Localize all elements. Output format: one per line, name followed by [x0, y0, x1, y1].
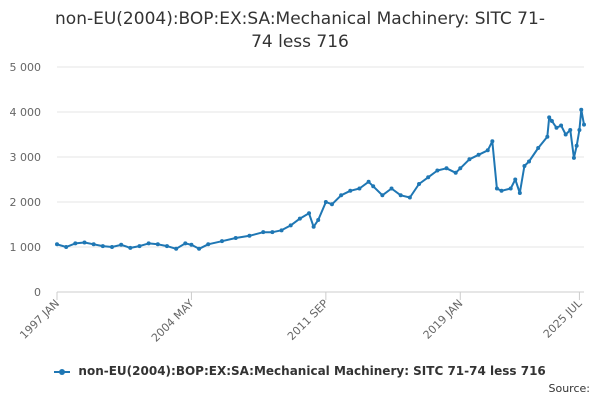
data-point[interactable]	[316, 218, 321, 222]
data-point[interactable]	[206, 242, 211, 247]
data-point[interactable]	[554, 125, 559, 130]
data-point[interactable]	[329, 202, 334, 207]
data-point[interactable]	[183, 241, 188, 246]
data-point[interactable]	[323, 200, 328, 204]
x-tick-label: 2019 JAN	[421, 297, 466, 342]
data-point[interactable]	[407, 195, 412, 200]
data-point[interactable]	[536, 146, 541, 150]
data-point[interactable]	[82, 240, 87, 245]
data-point[interactable]	[435, 168, 440, 173]
data-point[interactable]	[55, 242, 59, 247]
data-point[interactable]	[499, 188, 504, 193]
data-point[interactable]	[219, 239, 224, 244]
data-point[interactable]	[64, 245, 69, 249]
x-tick-label: 2004 MAY	[149, 297, 197, 345]
data-point[interactable]	[164, 244, 169, 249]
data-point[interactable]	[73, 241, 78, 246]
series-line[interactable]	[56, 108, 585, 250]
data-point[interactable]	[100, 244, 105, 249]
chart-title-line-2: 74 less 716	[251, 32, 349, 52]
y-tick-label: 5 000	[10, 61, 42, 74]
data-point[interactable]	[398, 193, 403, 198]
data-point[interactable]	[577, 128, 582, 132]
legend-label: non-EU(2004):BOP:EX:SA:Mechanical Machin…	[78, 364, 546, 378]
data-point[interactable]	[270, 230, 275, 235]
data-point[interactable]	[279, 228, 284, 233]
data-point[interactable]	[508, 186, 513, 191]
data-point[interactable]	[247, 233, 252, 238]
data-point[interactable]	[579, 107, 584, 112]
data-point[interactable]	[582, 122, 586, 127]
source-label: Source:	[548, 382, 591, 395]
data-point[interactable]	[513, 177, 518, 182]
data-point[interactable]	[547, 115, 552, 120]
legend-marker-icon	[54, 368, 71, 376]
data-point[interactable]	[458, 166, 463, 171]
y-tick-label: 4 000	[10, 106, 42, 119]
chart-title-line-1: non-EU(2004):BOP:EX:SA:Mechanical Machin…	[55, 9, 545, 29]
data-point[interactable]	[137, 244, 142, 249]
data-point[interactable]	[426, 175, 431, 180]
data-point[interactable]	[155, 242, 160, 247]
data-point[interactable]	[571, 155, 576, 160]
y-grid	[57, 66, 584, 293]
data-point[interactable]	[311, 224, 316, 229]
data-point[interactable]	[444, 166, 449, 171]
data-point[interactable]	[197, 246, 202, 251]
data-point[interactable]	[563, 132, 568, 137]
data-point[interactable]	[348, 188, 353, 193]
chart-title: non-EU(2004):BOP:EX:SA:Mechanical Machin…	[0, 8, 600, 54]
data-point[interactable]	[261, 230, 266, 235]
data-point[interactable]	[380, 193, 385, 198]
legend[interactable]: non-EU(2004):BOP:EX:SA:Mechanical Machin…	[0, 364, 600, 378]
y-tick-label: 3 000	[10, 151, 42, 164]
data-point[interactable]	[490, 139, 495, 144]
data-point[interactable]	[467, 157, 472, 162]
data-point[interactable]	[417, 182, 422, 186]
data-point[interactable]	[371, 184, 376, 189]
data-point[interactable]	[545, 134, 550, 139]
y-tick-label: 2 000	[10, 196, 42, 209]
y-axis-ticks: 0 1 000 2 000 3 000 4 000 5 000	[10, 61, 42, 299]
y-tick-label: 0	[34, 286, 41, 299]
data-point[interactable]	[288, 223, 293, 228]
data-point[interactable]	[357, 186, 362, 191]
x-tick-label: 2011 SEP	[285, 297, 331, 343]
data-point[interactable]	[494, 186, 499, 191]
data-point[interactable]	[146, 241, 151, 246]
data-point[interactable]	[189, 242, 194, 247]
x-tick-label: 2025 JUL	[541, 296, 585, 340]
data-point[interactable]	[233, 236, 238, 240]
data-point[interactable]	[297, 216, 302, 221]
data-point[interactable]	[91, 242, 96, 247]
data-point[interactable]	[568, 128, 573, 132]
data-point[interactable]	[522, 164, 527, 168]
data-point[interactable]	[109, 245, 114, 249]
data-point[interactable]	[574, 143, 579, 148]
data-point[interactable]	[307, 211, 312, 216]
data-point[interactable]	[128, 245, 133, 250]
data-point[interactable]	[366, 179, 371, 184]
data-point[interactable]	[527, 159, 532, 164]
data-point[interactable]	[339, 193, 344, 198]
data-series[interactable]	[55, 107, 586, 251]
data-point[interactable]	[549, 119, 554, 123]
data-point[interactable]	[517, 191, 522, 195]
data-point[interactable]	[174, 246, 179, 251]
data-point[interactable]	[453, 170, 458, 175]
data-point[interactable]	[119, 242, 124, 247]
x-axis: 1997 JAN 2004 MAY 2011 SEP 2019 JAN 2025 JUL	[17, 291, 585, 345]
x-tick-label: 1997 JAN	[17, 297, 62, 342]
y-tick-label: 1 000	[10, 241, 42, 254]
data-point[interactable]	[389, 186, 394, 191]
data-point[interactable]	[485, 148, 490, 153]
data-point[interactable]	[476, 152, 481, 157]
data-point[interactable]	[559, 123, 564, 128]
